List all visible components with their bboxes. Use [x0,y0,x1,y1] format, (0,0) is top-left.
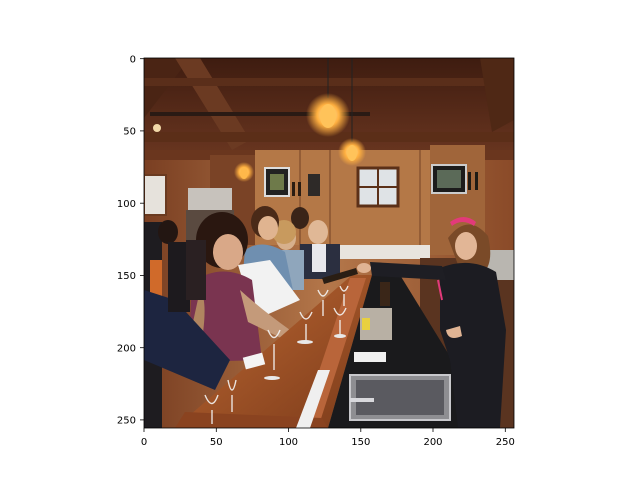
y-tick-label: 200 [117,343,136,354]
x-tick-label: 100 [279,437,298,448]
x-tick-label: 150 [351,437,370,448]
y-tick-label: 250 [117,416,136,427]
y-axis: 0 50 100 150 200 250 [117,54,144,427]
y-tick-label: 50 [123,127,136,138]
x-axis: 0 50 100 150 200 250 [141,428,515,448]
y-tick-label: 100 [117,199,136,210]
y-tick-label: 0 [130,54,136,65]
x-tick-label: 0 [141,437,147,448]
x-tick-label: 250 [496,437,515,448]
x-tick-label: 50 [210,437,223,448]
x-tick-label: 200 [423,437,442,448]
y-tick-label: 150 [117,271,136,282]
axes-frame [143,57,515,429]
wine-tasting-photo [144,58,514,428]
